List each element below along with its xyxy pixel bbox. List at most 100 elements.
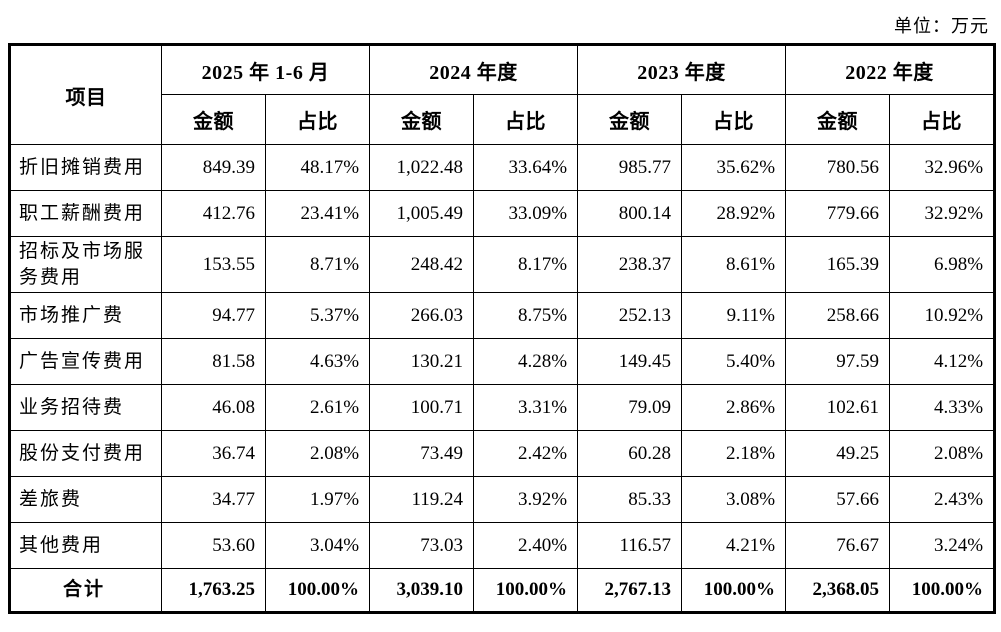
- ratio-cell: 1.97%: [264, 476, 371, 524]
- ratio-cell: 28.92%: [681, 190, 787, 237]
- amount-cell: 248.42: [369, 235, 475, 294]
- ratio-cell: 23.41%: [264, 190, 371, 237]
- amount-cell: 100.71: [369, 384, 475, 432]
- total-ratio-cell: 100.00%: [681, 568, 787, 614]
- expense-breakdown-table: 项目 2025 年 1-6 月 2024 年度 2023 年度 2022 年度 …: [8, 43, 997, 615]
- row-label: 招标及市场服务费用: [9, 235, 162, 294]
- ratio-cell: 3.08%: [681, 476, 787, 524]
- amount-cell: 412.76: [161, 190, 266, 237]
- amount-cell: 49.25: [785, 430, 891, 478]
- total-label: 合计: [9, 568, 162, 614]
- amount-cell: 97.59: [785, 338, 891, 386]
- row-label: 广告宣传费用: [9, 338, 162, 386]
- ratio-cell: 32.92%: [889, 190, 996, 237]
- total-amount-cell: 1,763.25: [161, 568, 266, 614]
- ratio-cell: 8.17%: [473, 235, 579, 294]
- ratio-cell: 5.37%: [264, 292, 371, 340]
- ratio-cell: 2.08%: [264, 430, 371, 478]
- unit-label: 单位：万元: [894, 16, 989, 36]
- ratio-cell: 9.11%: [681, 292, 787, 340]
- ratio-cell: 3.31%: [473, 384, 579, 432]
- table-row: 职工薪酬费用 412.76 23.41% 1,005.49 33.09% 800.14 28…: [9, 190, 996, 237]
- amount-cell: 153.55: [161, 235, 266, 294]
- header-ratio: 占比: [681, 94, 787, 145]
- amount-cell: 266.03: [369, 292, 475, 340]
- amount-cell: 85.33: [577, 476, 683, 524]
- ratio-cell: 2.40%: [473, 522, 579, 570]
- amount-cell: 94.77: [161, 292, 266, 340]
- ratio-cell: 2.86%: [681, 384, 787, 432]
- amount-cell: 116.57: [577, 522, 683, 570]
- amount-cell: 130.21: [369, 338, 475, 386]
- table-row: 市场推广费 94.77 5.37% 266.03 8.75% 252.13 9.11% 258…: [9, 292, 996, 340]
- header-row-periods: 项目 2025 年 1-6 月 2024 年度 2023 年度 2022 年度: [9, 44, 996, 145]
- amount-cell: 76.67: [785, 522, 891, 570]
- total-amount-cell: 2,368.05: [785, 568, 891, 614]
- amount-cell: 81.58: [161, 338, 266, 386]
- header-period-2025h1: 2025 年 1-6 月: [160, 44, 371, 95]
- total-amount-cell: 3,039.10: [369, 568, 475, 614]
- ratio-cell: 33.09%: [473, 190, 579, 237]
- table-row: 差旅费 34.77 1.97% 119.24 3.92% 85.33 3.08% 57.66 2…: [9, 476, 996, 524]
- amount-cell: 165.39: [785, 235, 891, 294]
- amount-cell: 149.45: [577, 338, 683, 386]
- row-label: 折旧摊销费用: [9, 144, 162, 191]
- ratio-cell: 8.61%: [681, 235, 787, 294]
- amount-cell: 258.66: [785, 292, 891, 340]
- total-row: 合计 1,763.25 100.00% 3,039.10 100.00% 2,767.13…: [9, 568, 996, 614]
- header-row-measures: 金额 占比 金额 占比 金额 占比 金额 占比: [10, 94, 996, 145]
- ratio-cell: 5.40%: [681, 338, 787, 386]
- amount-cell: 1,005.49: [369, 190, 475, 237]
- header-period-2023: 2023 年度: [577, 44, 787, 95]
- table-row: 业务招待费 46.08 2.61% 100.71 3.31% 79.09 2.86% 102.…: [9, 384, 996, 432]
- amount-cell: 34.77: [161, 476, 266, 524]
- ratio-cell: 3.24%: [889, 522, 996, 570]
- row-label: 职工薪酬费用: [9, 190, 162, 237]
- row-label: 差旅费: [9, 476, 162, 524]
- amount-cell: 46.08: [161, 384, 266, 432]
- amount-cell: 73.03: [369, 522, 475, 570]
- total-ratio-cell: 100.00%: [889, 568, 996, 614]
- amount-cell: 779.66: [785, 190, 891, 237]
- total-ratio-cell: 100.00%: [264, 568, 371, 614]
- header-ratio: 占比: [264, 94, 371, 145]
- ratio-cell: 2.42%: [473, 430, 579, 478]
- table-row: 其他费用 53.60 3.04% 73.03 2.40% 116.57 4.21% 76.67…: [9, 522, 996, 570]
- ratio-cell: 10.92%: [889, 292, 996, 340]
- amount-cell: 73.49: [369, 430, 475, 478]
- amount-cell: 985.77: [577, 144, 683, 191]
- ratio-cell: 48.17%: [264, 144, 371, 191]
- ratio-cell: 2.43%: [889, 476, 996, 524]
- amount-cell: 102.61: [785, 384, 891, 432]
- amount-cell: 53.60: [161, 522, 266, 570]
- amount-cell: 800.14: [577, 190, 683, 237]
- amount-cell: 780.56: [785, 144, 891, 191]
- amount-cell: 238.37: [577, 235, 683, 294]
- row-label: 市场推广费: [9, 292, 162, 340]
- table-row: 股份支付费用 36.74 2.08% 73.49 2.42% 60.28 2.18% 49.2…: [9, 430, 996, 478]
- header-amount: 金额: [785, 94, 891, 145]
- amount-cell: 252.13: [577, 292, 683, 340]
- amount-cell: 119.24: [369, 476, 475, 524]
- ratio-cell: 4.12%: [889, 338, 996, 386]
- amount-cell: 57.66: [785, 476, 891, 524]
- total-ratio-cell: 100.00%: [473, 568, 579, 614]
- header-item: 项目: [9, 44, 162, 145]
- ratio-cell: 8.75%: [473, 292, 579, 340]
- ratio-cell: 3.92%: [473, 476, 579, 524]
- ratio-cell: 4.21%: [681, 522, 787, 570]
- ratio-cell: 2.18%: [681, 430, 787, 478]
- table-row: 广告宣传费用 81.58 4.63% 130.21 4.28% 149.45 5.40% 97…: [9, 338, 996, 386]
- ratio-cell: 8.71%: [264, 235, 371, 294]
- ratio-cell: 4.28%: [473, 338, 579, 386]
- header-amount: 金额: [577, 94, 683, 145]
- ratio-cell: 4.63%: [264, 338, 371, 386]
- header-amount: 金额: [161, 94, 266, 145]
- row-label: 其他费用: [9, 522, 162, 570]
- header-ratio: 占比: [473, 94, 579, 145]
- amount-cell: 79.09: [577, 384, 683, 432]
- total-amount-cell: 2,767.13: [577, 568, 683, 614]
- amount-cell: 60.28: [577, 430, 683, 478]
- amount-cell: 849.39: [161, 144, 266, 191]
- ratio-cell: 3.04%: [264, 522, 371, 570]
